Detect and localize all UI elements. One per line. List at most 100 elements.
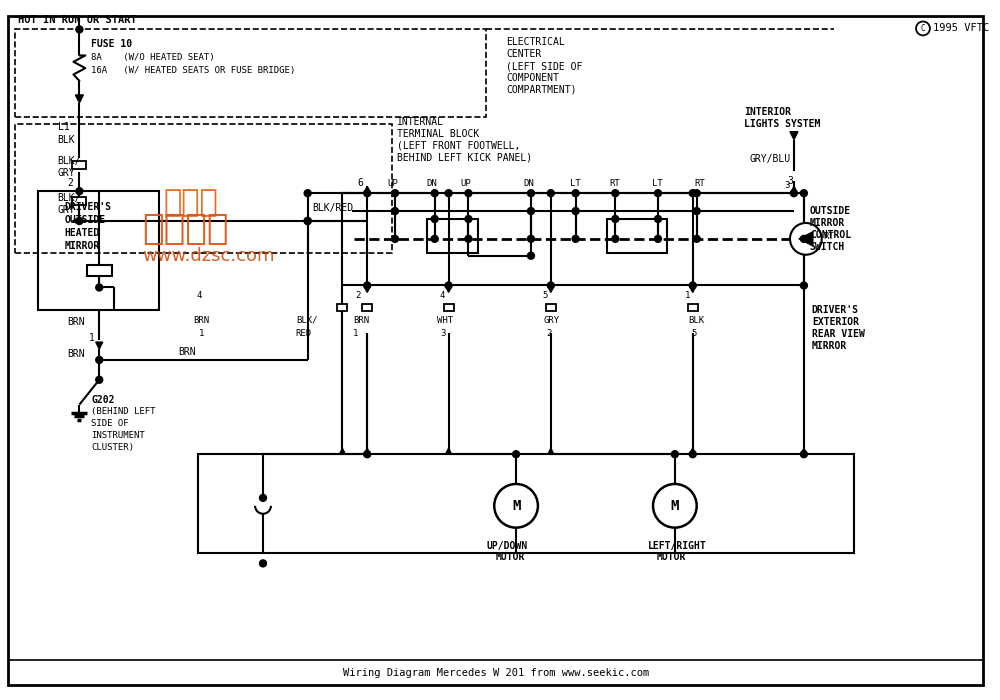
Text: SIDE OF: SIDE OF — [91, 419, 129, 428]
Circle shape — [653, 484, 697, 528]
Polygon shape — [96, 342, 103, 349]
Polygon shape — [548, 448, 554, 454]
Text: www.dzsc.com: www.dzsc.com — [142, 246, 274, 265]
Text: MOTOR: MOTOR — [495, 552, 525, 562]
Text: CENTER: CENTER — [506, 49, 541, 60]
Polygon shape — [790, 186, 797, 193]
Circle shape — [800, 451, 807, 458]
Circle shape — [800, 190, 807, 197]
Circle shape — [693, 190, 700, 197]
Circle shape — [431, 235, 438, 242]
Text: OUTSIDE: OUTSIDE — [65, 215, 106, 225]
Bar — [688, 304, 698, 311]
Text: MIRROR: MIRROR — [810, 218, 845, 228]
Circle shape — [612, 216, 619, 223]
Circle shape — [513, 451, 520, 458]
Polygon shape — [446, 448, 452, 454]
Text: 1: 1 — [89, 333, 95, 343]
Text: RT: RT — [695, 178, 705, 188]
Text: 4: 4 — [197, 291, 202, 300]
Circle shape — [655, 190, 661, 197]
Circle shape — [76, 26, 83, 33]
Polygon shape — [689, 286, 696, 293]
Bar — [337, 304, 347, 311]
Circle shape — [494, 484, 538, 528]
Circle shape — [260, 494, 266, 501]
Polygon shape — [547, 286, 554, 293]
Circle shape — [547, 282, 554, 289]
Circle shape — [96, 377, 103, 383]
Text: 2: 2 — [67, 178, 73, 188]
Circle shape — [612, 235, 619, 242]
Text: Wiring Diagram Mercedes W 201 from www.seekic.com: Wiring Diagram Mercedes W 201 from www.s… — [343, 668, 649, 678]
Text: DRIVER'S: DRIVER'S — [65, 202, 112, 212]
Polygon shape — [445, 286, 452, 293]
Text: LT: LT — [570, 178, 580, 188]
Circle shape — [527, 235, 534, 242]
Text: LIGHTS SYSTEM: LIGHTS SYSTEM — [744, 119, 821, 129]
Text: FUSE 10: FUSE 10 — [91, 39, 132, 49]
Text: BLK/RED: BLK/RED — [313, 203, 354, 213]
Circle shape — [431, 216, 438, 223]
Text: INTERIOR: INTERIOR — [744, 107, 791, 117]
Text: CLUSTER): CLUSTER) — [91, 443, 134, 452]
Polygon shape — [799, 232, 813, 246]
Text: INSTRUMENT: INSTRUMENT — [91, 431, 145, 440]
Text: GRY: GRY — [58, 168, 75, 178]
Polygon shape — [72, 218, 79, 225]
Circle shape — [800, 235, 807, 242]
Circle shape — [655, 235, 661, 242]
Circle shape — [572, 190, 579, 197]
Bar — [72, 197, 86, 205]
Text: LEFT/RIGHT: LEFT/RIGHT — [648, 540, 707, 550]
Text: (LEFT FRONT FOOTWELL,: (LEFT FRONT FOOTWELL, — [397, 141, 520, 150]
Text: RT: RT — [609, 178, 620, 188]
Text: RED: RED — [296, 328, 312, 337]
Bar — [15, 124, 392, 253]
Circle shape — [547, 190, 554, 197]
Text: DN: DN — [523, 178, 534, 188]
Text: M: M — [512, 499, 520, 513]
Text: BRN: BRN — [179, 347, 196, 357]
Bar — [38, 191, 159, 310]
Text: 5: 5 — [692, 328, 697, 337]
Polygon shape — [75, 95, 83, 103]
Circle shape — [693, 235, 700, 242]
Text: CONTROL: CONTROL — [810, 230, 851, 240]
Text: 2: 2 — [546, 328, 551, 337]
Text: 16A   (W/ HEATED SEATS OR FUSE BRIDGE): 16A (W/ HEATED SEATS OR FUSE BRIDGE) — [91, 66, 296, 75]
Circle shape — [76, 188, 83, 195]
Circle shape — [527, 190, 534, 197]
Circle shape — [364, 190, 371, 197]
Text: MIRROR: MIRROR — [812, 341, 847, 351]
Polygon shape — [339, 448, 345, 454]
Text: 6: 6 — [357, 178, 363, 188]
Circle shape — [465, 190, 472, 197]
Circle shape — [445, 190, 452, 197]
Bar — [198, 454, 854, 554]
Text: UP: UP — [387, 178, 398, 188]
Circle shape — [655, 216, 661, 223]
Text: BEHIND LEFT KICK PANEL): BEHIND LEFT KICK PANEL) — [397, 153, 532, 162]
Text: BRN: BRN — [67, 317, 85, 327]
Bar — [15, 29, 486, 117]
Text: BLK/: BLK/ — [58, 193, 81, 203]
Polygon shape — [364, 286, 371, 293]
Circle shape — [260, 560, 266, 567]
Circle shape — [304, 190, 311, 197]
Bar — [362, 304, 372, 311]
Circle shape — [572, 208, 579, 214]
Polygon shape — [364, 448, 370, 454]
Circle shape — [689, 451, 696, 458]
Polygon shape — [790, 132, 798, 139]
Circle shape — [790, 223, 822, 255]
Bar — [342, 193, 804, 286]
Text: 1: 1 — [685, 291, 690, 300]
Bar — [72, 162, 86, 169]
Circle shape — [392, 235, 398, 242]
Text: MIRROR: MIRROR — [65, 241, 100, 251]
Text: 8A    (W/O HEATED SEAT): 8A (W/O HEATED SEAT) — [91, 52, 215, 62]
Text: L1: L1 — [58, 122, 69, 132]
Text: TERMINAL BLOCK: TERMINAL BLOCK — [397, 129, 479, 139]
Text: RT: RT — [824, 232, 834, 241]
